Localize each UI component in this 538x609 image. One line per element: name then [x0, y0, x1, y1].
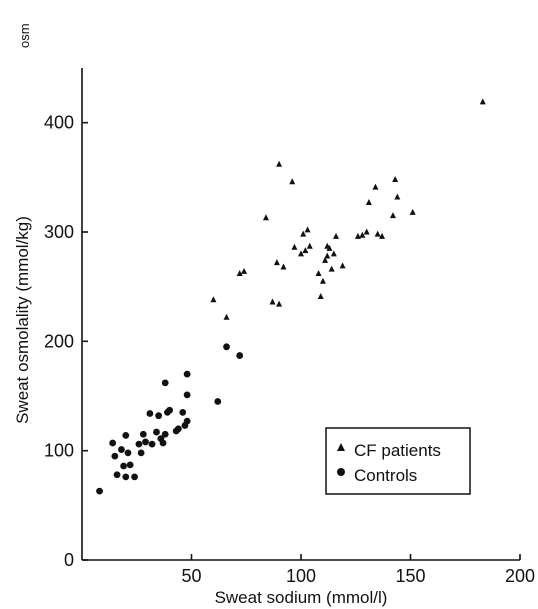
point-controls	[142, 438, 149, 446]
point-cf-patients	[302, 247, 309, 254]
point-cf-patients	[319, 277, 326, 284]
legend-label-controls: Controls	[354, 466, 417, 485]
x-tick-label: 100	[286, 566, 316, 586]
legend: CF patients Controls	[325, 427, 471, 495]
point-cf-patients	[276, 160, 283, 167]
point-cf-patients	[328, 265, 335, 272]
point-cf-patients	[372, 183, 379, 190]
point-controls	[148, 440, 156, 448]
point-cf-patients	[394, 193, 401, 200]
point-cf-patients	[262, 214, 269, 221]
point-controls	[161, 430, 169, 438]
point-controls	[118, 446, 125, 453]
point-cf-patients	[324, 252, 331, 259]
point-cf-patients	[326, 244, 333, 251]
corner-label: osm	[17, 23, 32, 48]
y-tick-label: 100	[44, 441, 74, 461]
point-cf-patients	[317, 293, 324, 300]
point-controls	[223, 343, 230, 351]
legend-label-cf-patients: CF patients	[354, 441, 441, 460]
point-controls	[236, 352, 244, 359]
point-controls	[214, 398, 222, 405]
point-controls	[146, 410, 154, 417]
y-tick-label: 400	[44, 113, 74, 133]
point-cf-patients	[392, 176, 399, 183]
x-tick-label: 50	[181, 566, 201, 586]
point-controls	[183, 417, 191, 425]
point-cf-patients	[223, 313, 230, 320]
point-controls	[135, 440, 143, 448]
point-cf-patients	[389, 212, 396, 219]
y-tick-label: 200	[44, 331, 74, 351]
point-cf-patients	[330, 250, 337, 257]
y-tick-label: 300	[44, 222, 74, 242]
x-tick-label: 150	[395, 566, 425, 586]
y-tick-label: 0	[64, 550, 74, 570]
point-controls	[159, 439, 167, 447]
point-controls	[139, 430, 147, 438]
point-controls	[179, 409, 187, 416]
legend-box	[325, 427, 471, 495]
axes: 0 100 200 300 400 50 100 150 200	[44, 68, 535, 586]
point-cf-patients	[276, 300, 283, 307]
y-axis-label: Sweat osmolality (mmol/kg)	[13, 216, 32, 424]
plot-points	[96, 98, 486, 495]
point-controls	[137, 449, 145, 457]
point-cf-patients	[359, 231, 366, 238]
point-cf-patients	[365, 198, 372, 205]
point-controls	[122, 431, 130, 439]
point-controls	[183, 391, 191, 399]
point-controls	[174, 425, 182, 433]
point-cf-patients	[374, 230, 381, 237]
point-cf-patients	[363, 228, 370, 235]
x-axis-label: Sweat sodium (mmol/l)	[215, 588, 388, 607]
point-controls	[113, 471, 121, 479]
point-cf-patients	[273, 259, 280, 266]
point-cf-patients	[300, 230, 307, 237]
point-controls	[126, 461, 134, 469]
point-cf-patients	[322, 256, 329, 263]
point-cf-patients	[379, 232, 386, 239]
point-controls	[109, 439, 117, 447]
point-cf-patients	[304, 226, 311, 233]
point-cf-patients	[291, 243, 298, 250]
point-controls	[111, 452, 119, 460]
point-cf-patients	[280, 263, 287, 270]
point-controls	[161, 379, 169, 387]
point-controls	[124, 449, 132, 457]
point-cf-patients	[269, 298, 276, 305]
point-cf-patients	[409, 208, 416, 215]
point-cf-patients	[339, 262, 346, 269]
point-cf-patients	[236, 270, 243, 277]
point-cf-patients	[241, 267, 248, 274]
point-controls	[153, 428, 160, 436]
point-controls	[96, 487, 103, 495]
point-cf-patients	[306, 242, 313, 249]
point-controls	[120, 462, 128, 470]
legend-marker-cf-patients	[337, 443, 345, 451]
point-controls	[166, 406, 174, 414]
point-cf-patients	[479, 98, 486, 105]
point-cf-patients	[289, 178, 296, 185]
point-cf-patients	[315, 270, 322, 277]
point-controls	[131, 473, 138, 481]
point-cf-patients	[210, 296, 217, 303]
point-cf-patients	[298, 250, 304, 257]
point-controls	[183, 370, 191, 378]
point-cf-patients	[333, 232, 340, 239]
point-controls	[122, 473, 130, 481]
legend-marker-controls	[337, 468, 345, 476]
x-tick-label: 200	[505, 566, 535, 586]
point-controls	[155, 412, 163, 420]
point-cf-patients	[354, 232, 361, 239]
